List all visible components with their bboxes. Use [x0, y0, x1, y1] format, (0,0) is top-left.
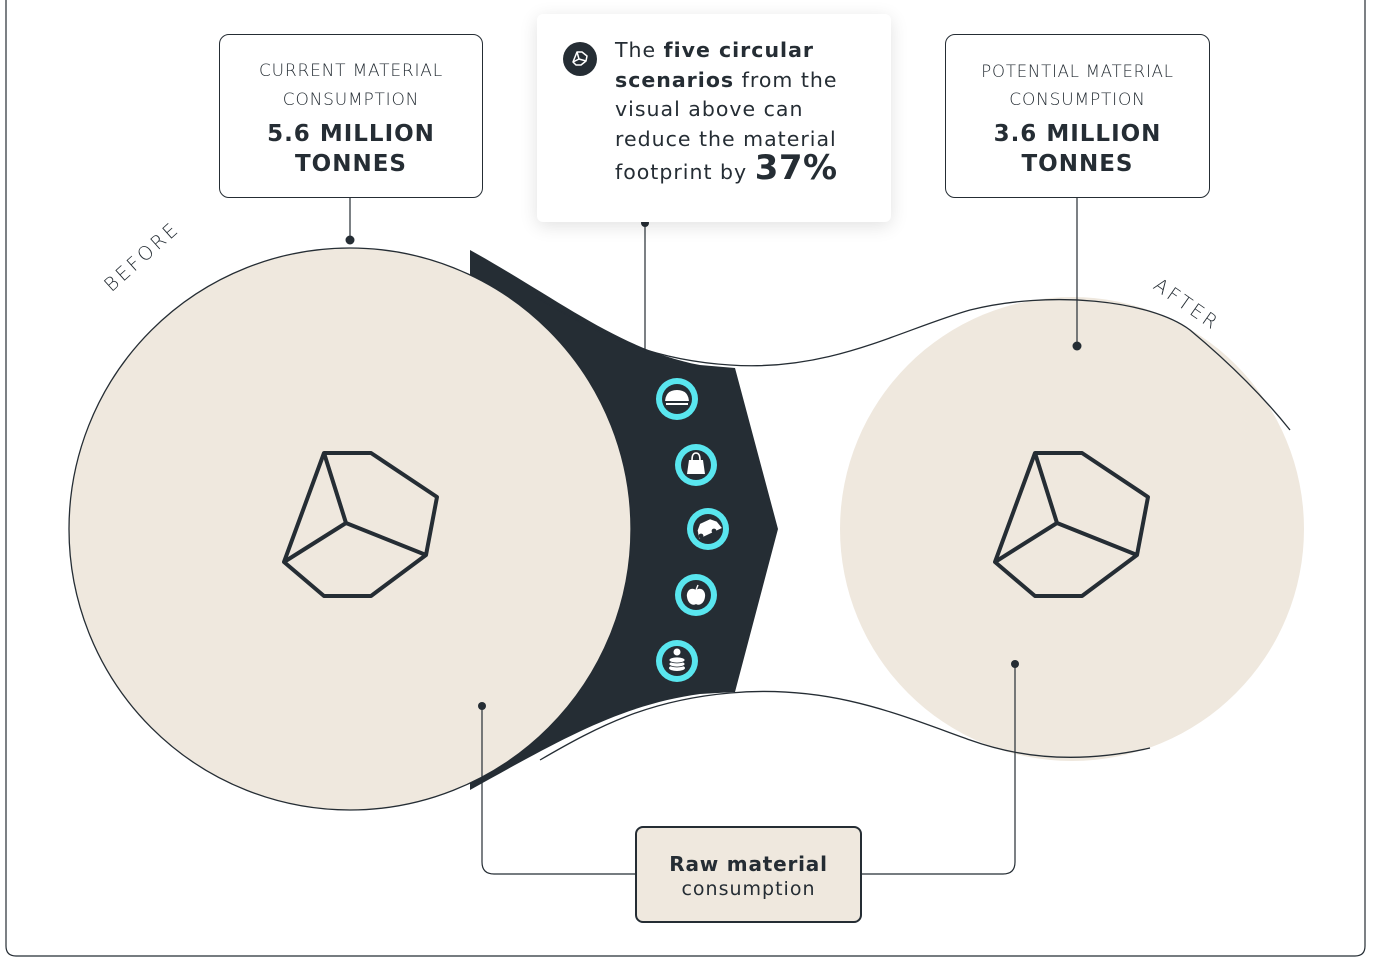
callout-text-1: The — [615, 38, 664, 62]
shopping-bag-icon — [675, 444, 717, 486]
potential-value-line1: 3.6 MILLION — [993, 121, 1162, 147]
callout-bold: five circular scenarios — [615, 38, 815, 92]
callout-percent: 37% — [754, 148, 838, 188]
current-consumption-box: CURRENT MATERIAL CONSUMPTION 5.6 MILLION… — [219, 34, 483, 198]
bottom-wave-line — [539, 690, 1151, 761]
current-value-line1: 5.6 MILLION — [267, 121, 435, 147]
frame-bottom-line — [5, 0, 1366, 957]
potential-label-line1: POTENTIAL MATERIAL — [981, 62, 1174, 81]
hat-icon — [656, 378, 698, 420]
before-cube-icon — [282, 451, 439, 598]
potential-value-line2: TONNES — [1021, 151, 1134, 177]
raw-material-line2: consumption — [681, 878, 816, 900]
top-wave-line — [535, 296, 1291, 431]
potential-label-line2: CONSUMPTION — [1009, 90, 1146, 110]
stacked-discs-icon — [656, 640, 698, 682]
after-cube-icon — [993, 451, 1150, 598]
current-value-line2: TONNES — [294, 151, 407, 177]
apple-icon — [675, 574, 717, 616]
leader-lines — [349, 197, 1078, 875]
raw-material-line1: Raw material — [669, 852, 828, 876]
before-circle — [68, 247, 632, 811]
car-icon — [687, 508, 729, 550]
callout-text: The five circular scenarios from the vis… — [615, 36, 875, 188]
current-label-line2: CONSUMPTION — [282, 90, 420, 110]
potential-consumption-box: POTENTIAL MATERIAL CONSUMPTION 3.6 MILLI… — [945, 34, 1210, 198]
reduction-callout: The five circular scenarios from the vis… — [537, 14, 891, 222]
callout-text-2: from the visual above can reduce the mat… — [615, 67, 838, 185]
current-label-line1: CURRENT MATERIAL — [258, 61, 443, 81]
cube-icon — [563, 42, 597, 76]
leader-dots — [345, 219, 1082, 710]
raw-material-box: Raw material consumption — [635, 826, 862, 923]
